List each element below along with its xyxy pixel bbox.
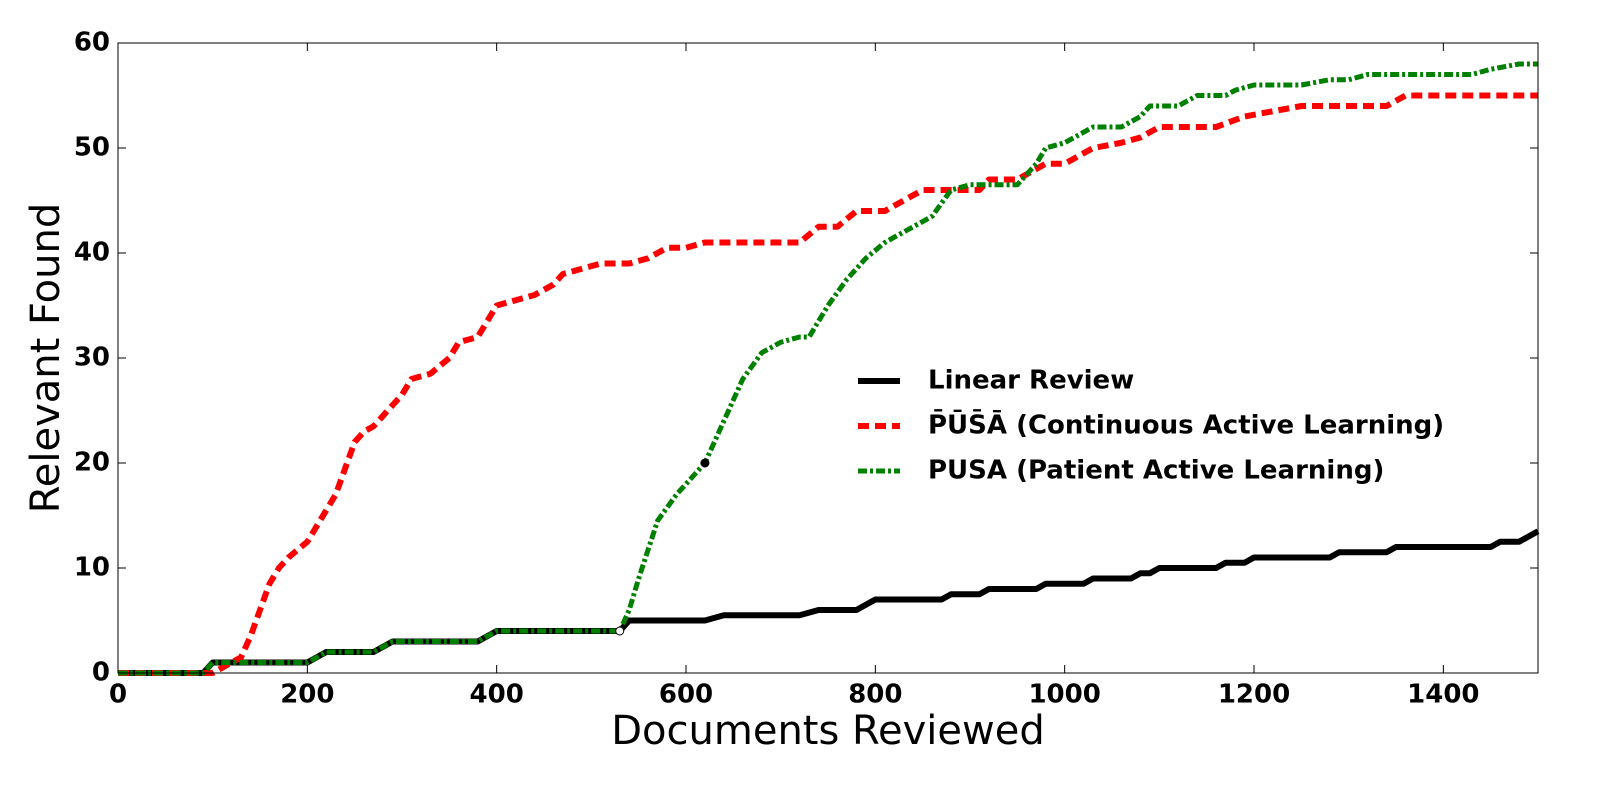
- x-tick-label: 1400: [1407, 680, 1479, 710]
- x-axis-label: Documents Reviewed: [611, 708, 1045, 754]
- x-tick-label: 1200: [1218, 680, 1290, 710]
- x-tick-label: 200: [280, 680, 334, 710]
- x-tick-label: 1000: [1028, 680, 1100, 710]
- marker: [615, 626, 625, 636]
- y-tick-label: 30: [74, 343, 110, 373]
- x-tick-label: 800: [848, 680, 902, 710]
- x-tick-label: 0: [109, 680, 127, 710]
- x-tick-label: 400: [470, 680, 524, 710]
- y-tick-label: 40: [74, 238, 110, 268]
- series-line: [118, 61, 1538, 676]
- series-line: [118, 528, 1540, 676]
- y-axis-label: Relevant Found: [23, 203, 69, 513]
- x-tick-label: 600: [659, 680, 713, 710]
- y-tick-label: 10: [74, 553, 110, 583]
- marker: [700, 458, 710, 468]
- y-tick-label: 0: [92, 658, 110, 688]
- y-tick-label: 20: [74, 448, 110, 478]
- legend-label: P̄ŪS̄Ā (Continuous Active Learning): [928, 408, 1444, 441]
- plot-frame: [117, 42, 1539, 674]
- legend-label: PUSA (Patient Active Learning): [928, 456, 1384, 486]
- legend-label: Linear Review: [928, 366, 1134, 396]
- y-tick-label: 50: [74, 133, 110, 163]
- series-line: [118, 92, 1538, 676]
- y-tick-label: 60: [74, 28, 110, 58]
